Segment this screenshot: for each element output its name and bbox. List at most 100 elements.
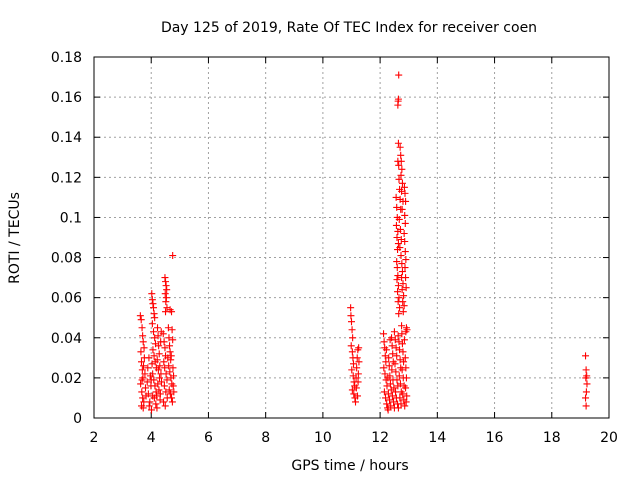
- data-point: [396, 304, 404, 312]
- data-point: [395, 175, 403, 183]
- data-point: [402, 256, 410, 264]
- data-point: [161, 364, 169, 372]
- data-point: [392, 221, 400, 229]
- data-point: [353, 354, 361, 362]
- data-point: [161, 402, 169, 410]
- data-point: [394, 157, 402, 165]
- data-point: [385, 354, 393, 362]
- data-point: [155, 350, 163, 358]
- x-tick-label: 20: [600, 430, 618, 446]
- data-point: [390, 328, 398, 336]
- data-point: [137, 348, 145, 356]
- x-tick-label: 2: [90, 430, 99, 446]
- data-point: [151, 314, 159, 322]
- data-point: [399, 280, 407, 288]
- data-point: [395, 294, 403, 302]
- x-tick-label: 18: [543, 430, 561, 446]
- x-tick-label: 16: [486, 430, 504, 446]
- data-point: [156, 374, 164, 382]
- data-point: [162, 278, 170, 286]
- data-point: [393, 276, 401, 284]
- data-point: [150, 304, 158, 312]
- data-point: [148, 290, 156, 298]
- data-point: [402, 374, 410, 382]
- data-point: [398, 165, 406, 173]
- grid: [94, 57, 609, 418]
- data-point: [352, 374, 360, 382]
- data-point: [397, 400, 405, 408]
- y-tick-label: 0.12: [51, 170, 82, 186]
- data-point: [380, 388, 388, 396]
- data-point: [170, 388, 178, 396]
- data-point: [401, 402, 409, 410]
- data-point: [402, 197, 410, 205]
- y-tick-label: 0: [73, 411, 82, 427]
- data-point: [398, 205, 406, 213]
- data-point: [399, 308, 407, 316]
- data-points: [136, 71, 591, 414]
- data-point: [152, 400, 160, 408]
- data-point: [399, 348, 407, 356]
- data-point: [150, 310, 158, 318]
- data-point: [388, 342, 396, 350]
- data-point: [396, 244, 404, 252]
- data-point: [169, 336, 177, 344]
- data-point: [394, 95, 402, 103]
- data-point: [139, 332, 147, 340]
- data-point: [389, 350, 397, 358]
- data-point: [384, 374, 392, 382]
- data-point: [388, 392, 396, 400]
- data-point: [354, 392, 362, 400]
- data-point: [352, 384, 360, 392]
- data-point: [402, 328, 410, 336]
- data-point: [398, 322, 406, 330]
- data-point: [160, 338, 168, 346]
- data-point: [396, 394, 404, 402]
- data-point: [380, 364, 388, 372]
- data-point: [156, 362, 164, 370]
- data-point: [165, 362, 173, 370]
- data-point: [350, 360, 358, 368]
- data-point: [385, 362, 393, 370]
- data-point: [391, 360, 399, 368]
- data-point: [402, 398, 410, 406]
- data-point: [145, 402, 153, 410]
- data-point: [168, 308, 176, 316]
- data-point: [138, 366, 146, 374]
- data-point: [393, 376, 401, 384]
- data-point: [392, 193, 400, 201]
- x-axis-label: GPS time / hours: [291, 458, 408, 474]
- data-point: [167, 356, 175, 364]
- data-point: [350, 390, 358, 398]
- data-point: [169, 364, 177, 372]
- data-point: [353, 364, 361, 372]
- data-point: [401, 248, 409, 256]
- data-point: [401, 354, 409, 362]
- data-point: [394, 332, 402, 340]
- data-point: [168, 326, 176, 334]
- y-tick-label: 0.08: [51, 251, 82, 267]
- data-point: [395, 372, 403, 380]
- data-point: [382, 346, 390, 354]
- data-point: [153, 392, 161, 400]
- data-point: [168, 398, 176, 406]
- data-point: [582, 352, 590, 360]
- data-point: [163, 286, 171, 294]
- data-point: [155, 386, 163, 394]
- x-tick-label: 12: [371, 430, 389, 446]
- data-point: [386, 396, 394, 404]
- data-point: [397, 171, 405, 179]
- data-point: [387, 402, 395, 410]
- data-point: [149, 346, 157, 354]
- data-point: [165, 386, 173, 394]
- data-point: [159, 330, 167, 338]
- data-point: [582, 394, 590, 402]
- data-point: [348, 386, 356, 394]
- data-point: [161, 344, 169, 352]
- data-point: [156, 390, 164, 398]
- data-point: [399, 390, 407, 398]
- data-point: [347, 312, 355, 320]
- data-point: [394, 139, 402, 147]
- data-point: [401, 238, 409, 246]
- data-point: [137, 380, 145, 388]
